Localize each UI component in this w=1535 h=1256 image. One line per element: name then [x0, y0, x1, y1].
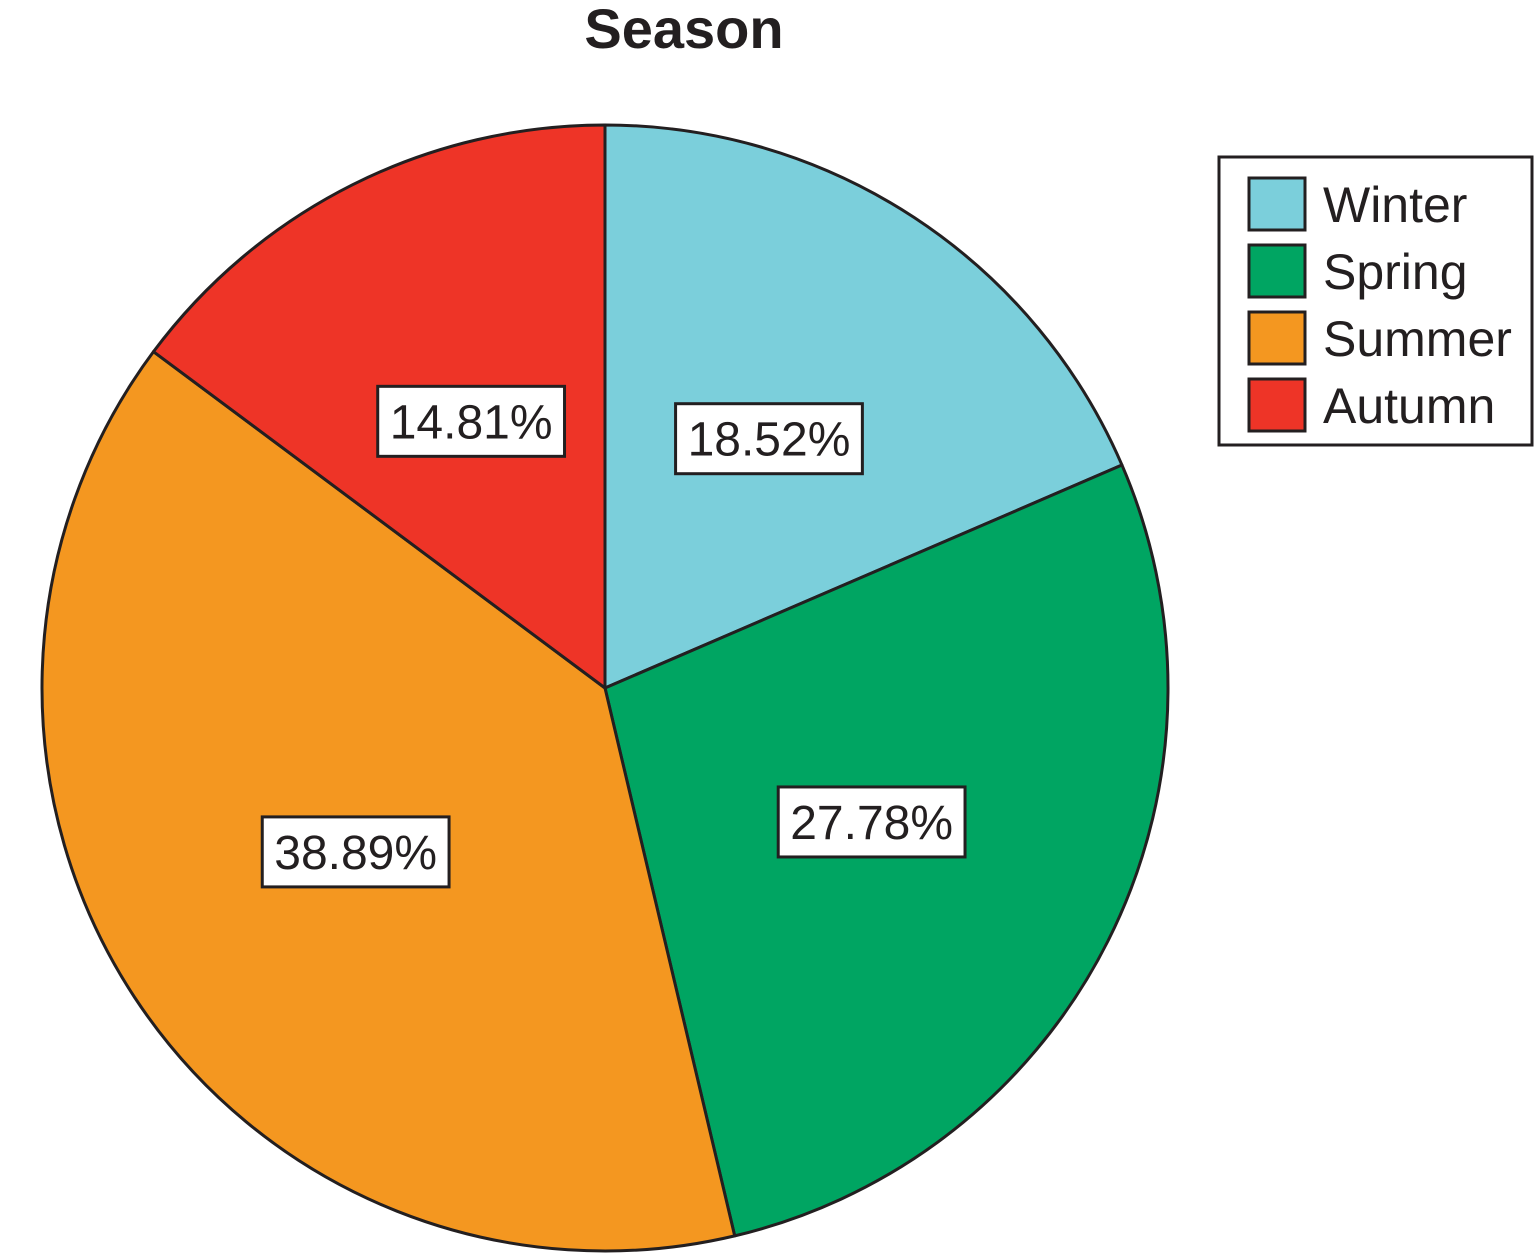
legend-item-spring: Spring [1247, 243, 1468, 300]
data-label-text: 18.52% [688, 414, 851, 467]
chart-title: Season [584, 0, 783, 60]
legend-label: Summer [1323, 311, 1512, 367]
legend-swatch [1247, 243, 1307, 299]
legend: Winter Spring Summer Autumn [1217, 155, 1534, 447]
legend-label: Autumn [1323, 378, 1495, 434]
legend-item-summer: Summer [1247, 310, 1512, 367]
data-label-box [260, 815, 451, 889]
legend-swatch [1247, 176, 1307, 232]
data-label-autumn: 14.81% [376, 384, 567, 458]
data-label-spring: 27.78% [776, 785, 967, 859]
legend-swatch [1247, 310, 1307, 366]
legend-label: Spring [1323, 244, 1468, 300]
data-label-winter: 18.52% [674, 402, 864, 476]
data-label-text: 14.81% [390, 396, 553, 449]
data-label-summer: 38.89% [260, 815, 451, 889]
legend-item-autumn: Autumn [1247, 377, 1495, 434]
pie-slices [40, 123, 1170, 1253]
data-label-box [674, 402, 864, 476]
legend-item-winter: Winter [1247, 176, 1467, 233]
pie-slice-summer [40, 350, 737, 1253]
data-label-box [776, 785, 967, 859]
legend-swatch [1247, 377, 1307, 433]
data-label-box [376, 384, 567, 458]
data-label-text: 38.89% [274, 827, 437, 880]
legend-label: Winter [1323, 177, 1467, 233]
data-label-text: 27.78% [790, 797, 953, 850]
pie-data-labels: 18.52% 27.78% 38.89% 14.81% [260, 384, 967, 889]
